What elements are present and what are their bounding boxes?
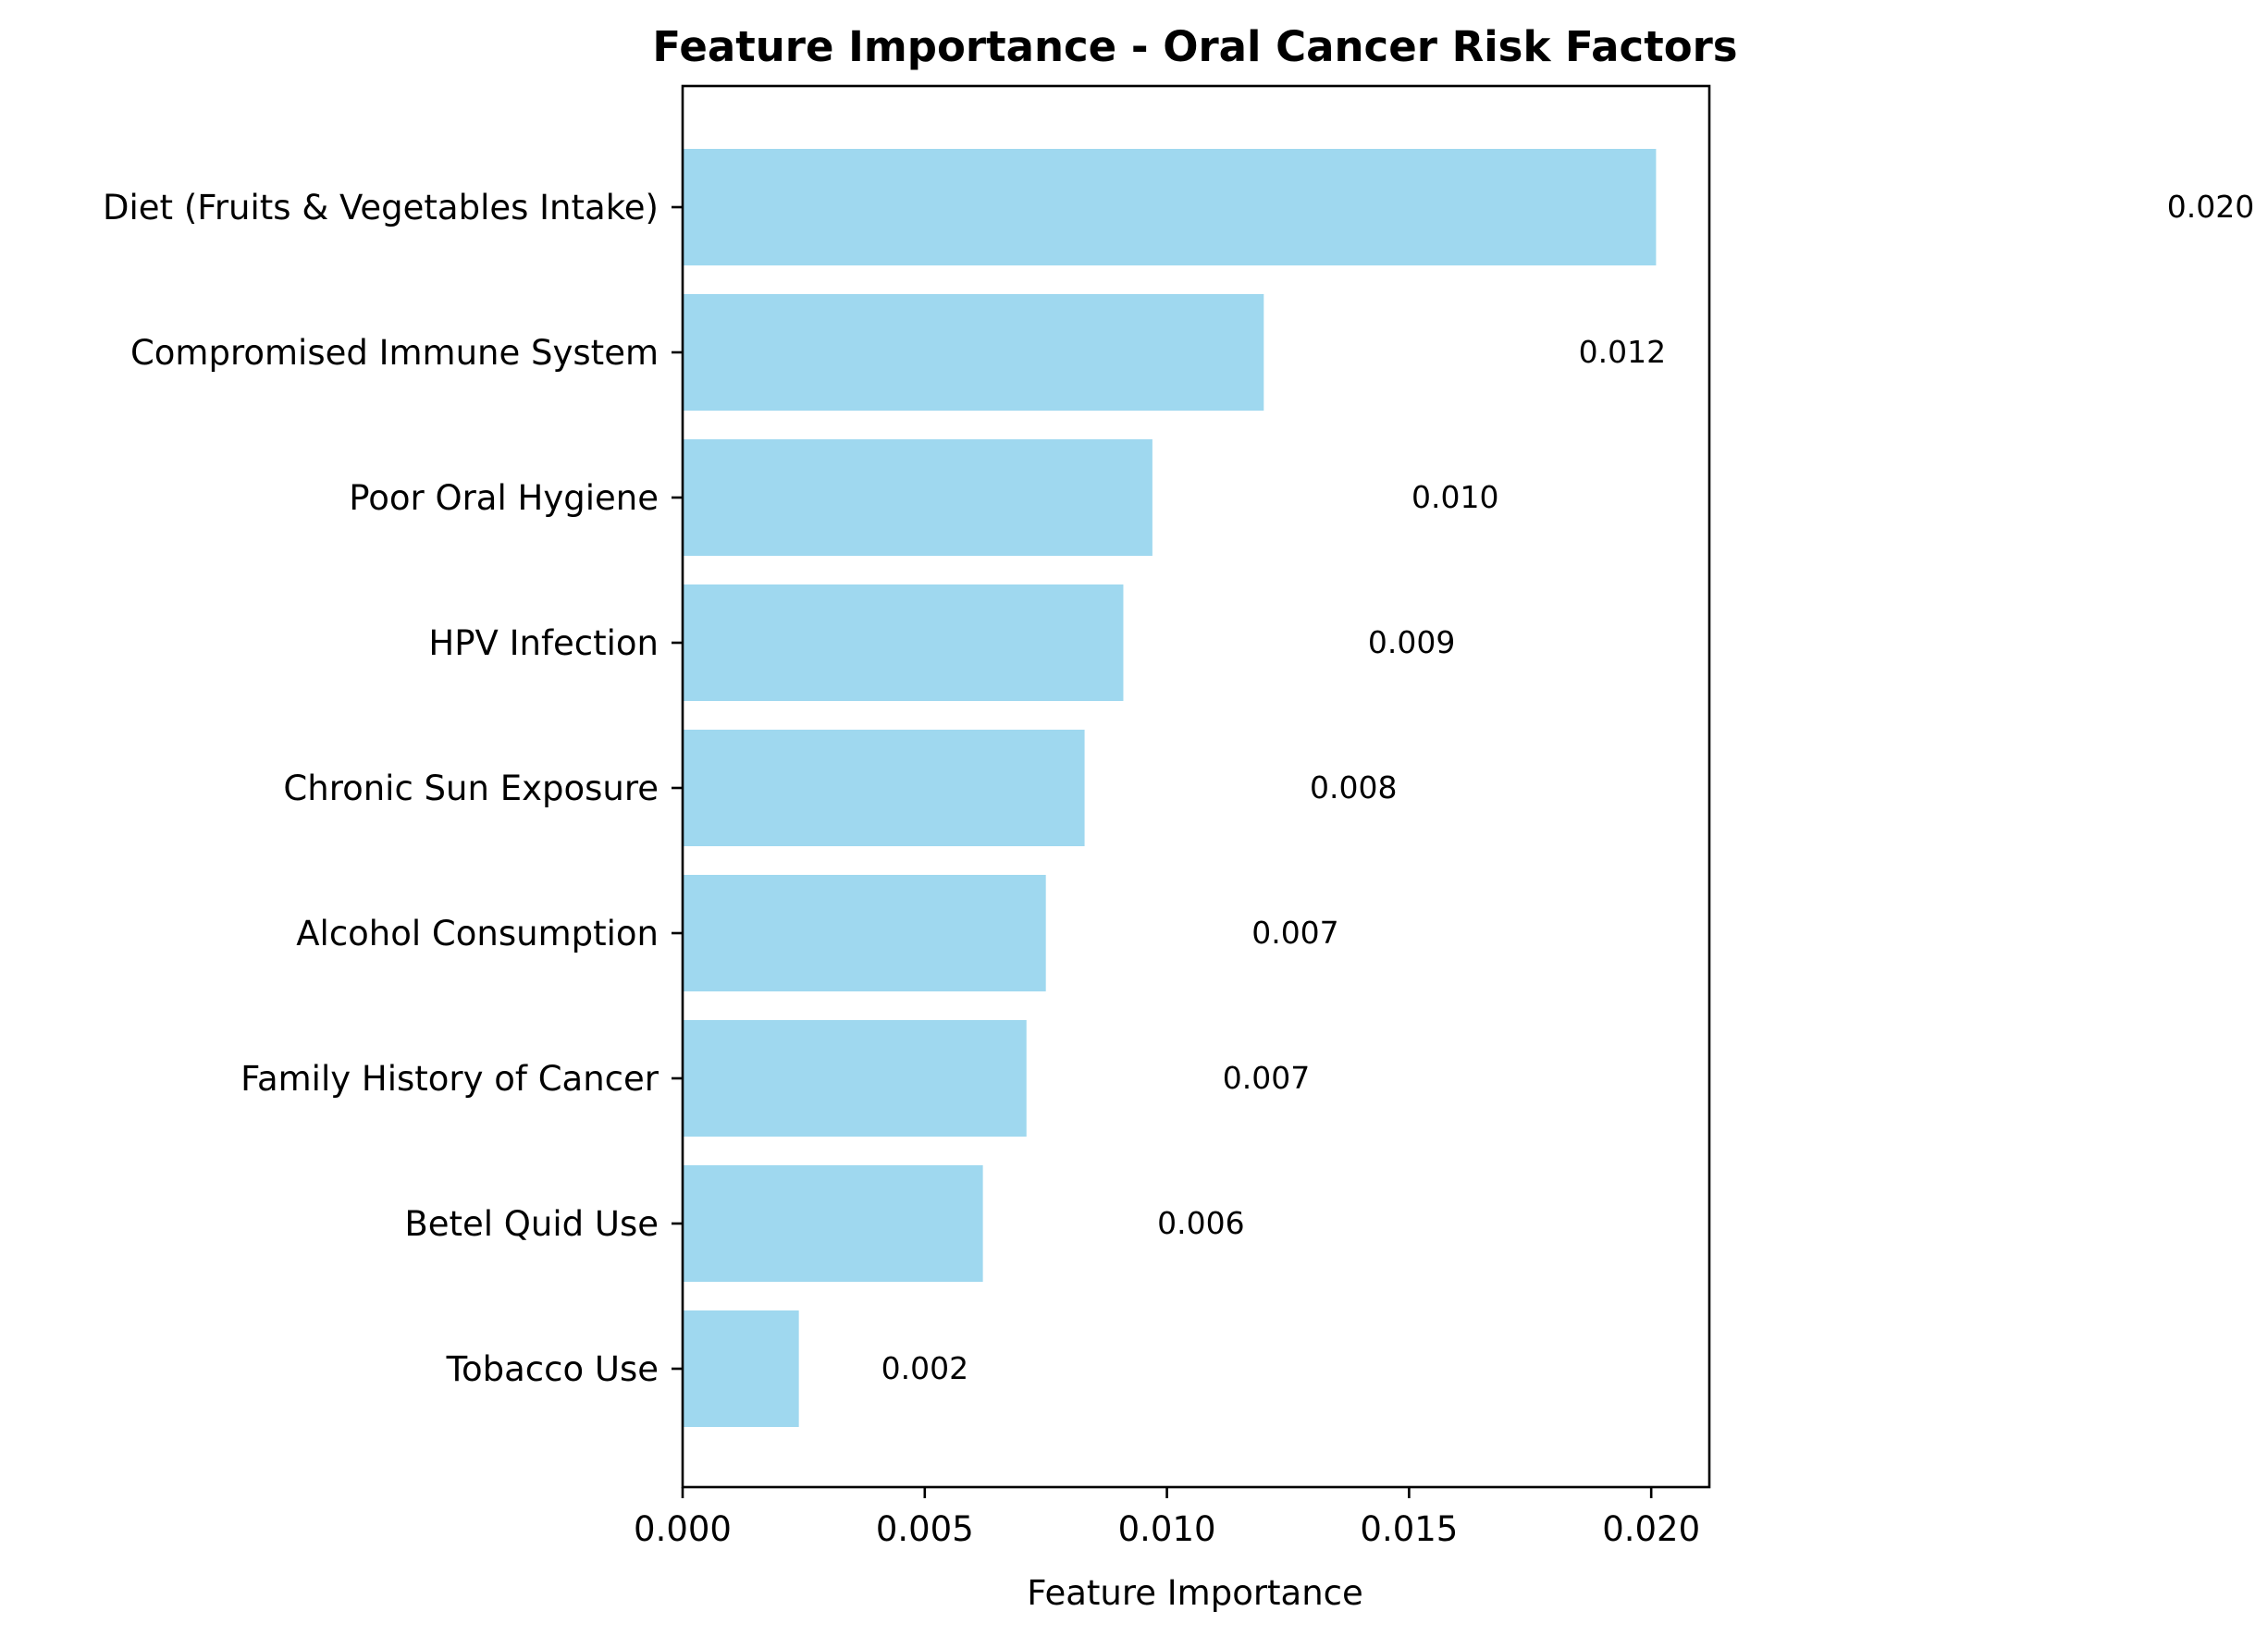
y-tick-label: Poor Oral Hygiene: [349, 478, 659, 518]
bar-value-label: 0.009: [1368, 624, 1455, 660]
bar-value-label: 0.002: [881, 1350, 968, 1386]
y-tick-label: Compromised Immune System: [130, 333, 659, 373]
x-axis-label: Feature Importance: [1027, 1573, 1363, 1613]
x-tick-label: 0.005: [876, 1509, 974, 1549]
x-tick-label: 0.010: [1118, 1509, 1216, 1549]
bar: [683, 584, 1124, 701]
bar: [683, 149, 1657, 265]
x-tick-label: 0.020: [1602, 1509, 1700, 1549]
x-tick-label: 0.015: [1360, 1509, 1458, 1549]
bar: [683, 875, 1046, 991]
y-tick-label: Diet (Fruits & Vegetables Intake): [103, 188, 659, 228]
chart-title: Feature Importance - Oral Cancer Risk Fa…: [652, 22, 1737, 71]
x-tick-label: 0.000: [634, 1509, 732, 1549]
bar: [683, 294, 1264, 411]
y-tick-label: Chronic Sun Exposure: [283, 769, 659, 808]
bar-value-label: 0.020: [2167, 189, 2254, 225]
y-tick-label: Alcohol Consumption: [296, 914, 659, 953]
y-tick-label: Tobacco Use: [446, 1349, 659, 1389]
bar-value-label: 0.007: [1251, 915, 1338, 951]
bar: [683, 730, 1085, 846]
bar: [683, 1310, 799, 1427]
bar-value-label: 0.008: [1310, 769, 1397, 806]
y-tick-label: Family History of Cancer: [240, 1059, 659, 1099]
bar: [683, 1165, 983, 1282]
bar-value-label: 0.010: [1411, 479, 1498, 515]
bar: [683, 439, 1152, 556]
bar: [683, 1020, 1027, 1137]
y-tick-label: HPV Infection: [428, 623, 659, 663]
plot-frame: [681, 84, 1711, 1489]
bar-value-label: 0.007: [1223, 1060, 1310, 1096]
bar-value-label: 0.006: [1157, 1205, 1244, 1241]
bar-value-label: 0.012: [1579, 334, 1666, 370]
y-tick-label: Betel Quid Use: [404, 1204, 659, 1244]
